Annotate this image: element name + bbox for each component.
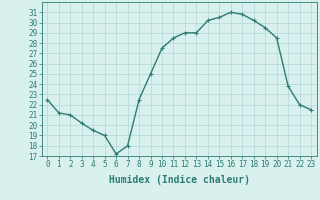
- X-axis label: Humidex (Indice chaleur): Humidex (Indice chaleur): [109, 175, 250, 185]
